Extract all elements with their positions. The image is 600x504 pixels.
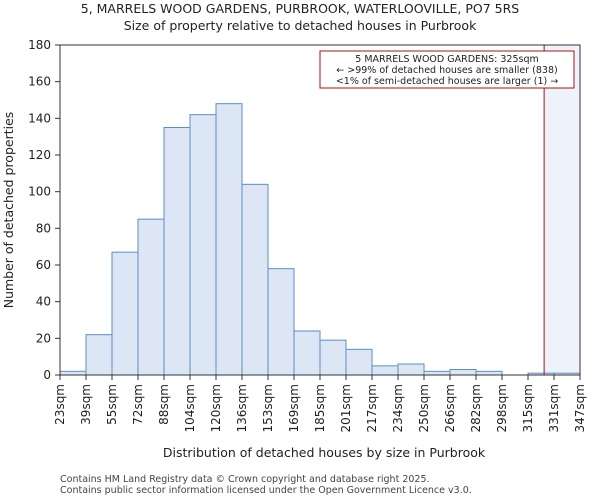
y-axis-title: Number of detached properties: [1, 112, 16, 309]
x-tick-label-153sqm: 153sqm: [261, 384, 275, 432]
bar-23sqm: [59, 370, 87, 376]
bar-88sqm: [163, 127, 191, 376]
y-tick-label-100: 100: [28, 185, 51, 199]
x-tick-label-234sqm: 234sqm: [391, 384, 405, 432]
highlight-region: [544, 45, 580, 375]
bar-153sqm: [267, 268, 295, 376]
property-annotation: 5 MARRELS WOOD GARDENS: 325sqm ← >99% of…: [319, 50, 575, 89]
bar-201sqm: [345, 348, 373, 376]
x-axis-title: Distribution of detached houses by size …: [163, 445, 486, 460]
annotation-line-2: ← >99% of detached houses are smaller (8…: [336, 65, 557, 76]
bar-185sqm: [319, 339, 347, 376]
x-tick-label-347sqm: 347sqm: [573, 384, 587, 432]
x-tick-label-185sqm: 185sqm: [313, 384, 327, 432]
x-tick-label-266sqm: 266sqm: [443, 384, 457, 432]
x-tick-label-282sqm: 282sqm: [469, 384, 483, 432]
x-tick-label-331sqm: 331sqm: [547, 384, 561, 432]
chart-subtitle: Size of property relative to detached ho…: [124, 18, 477, 33]
annotation-line-3: <1% of semi-detached houses are larger (…: [336, 76, 558, 87]
bar-136sqm: [241, 183, 269, 376]
y-tick-label-140: 140: [28, 111, 51, 125]
bar-266sqm: [449, 369, 477, 376]
y-tick-label-20: 20: [36, 331, 51, 345]
x-tick-label-136sqm: 136sqm: [235, 384, 249, 432]
footer-line-2: Contains public sector information licen…: [60, 485, 472, 496]
x-tick-label-217sqm: 217sqm: [365, 384, 379, 432]
y-tick-label-40: 40: [36, 295, 51, 309]
y-tick-label-180: 180: [28, 38, 51, 52]
bar-120sqm: [215, 103, 243, 376]
x-tick-label-315sqm: 315sqm: [521, 384, 535, 432]
annotation-line-1: 5 MARRELS WOOD GARDENS: 325sqm: [355, 54, 539, 65]
bar-234sqm: [397, 363, 425, 376]
x-tick-label-104sqm: 104sqm: [183, 384, 197, 432]
x-tick-label-55sqm: 55sqm: [105, 384, 119, 425]
x-tick-label-72sqm: 72sqm: [131, 384, 145, 425]
chart-title: 5, MARRELS WOOD GARDENS, PURBROOK, WATER…: [81, 1, 520, 16]
bar-217sqm: [371, 365, 399, 376]
y-tick-label-80: 80: [36, 221, 51, 235]
bar-72sqm: [137, 218, 165, 376]
annotation-box: [319, 50, 575, 89]
y-tick-label-120: 120: [28, 148, 51, 162]
y-tick-label-60: 60: [36, 258, 51, 272]
bar-39sqm: [85, 334, 113, 376]
x-tick-label-250sqm: 250sqm: [417, 384, 431, 432]
x-tick-label-201sqm: 201sqm: [339, 384, 353, 432]
footer-line-1: Contains HM Land Registry data © Crown c…: [60, 474, 430, 485]
y-tick-label-160: 160: [28, 75, 51, 89]
x-tick-label-39sqm: 39sqm: [79, 384, 93, 425]
bar-250sqm: [423, 370, 451, 376]
bar-104sqm: [189, 114, 217, 376]
x-tick-label-23sqm: 23sqm: [53, 384, 67, 425]
x-tick-label-169sqm: 169sqm: [287, 384, 301, 432]
bar-55sqm: [111, 251, 139, 376]
x-tick-label-120sqm: 120sqm: [209, 384, 223, 432]
y-tick-label-0: 0: [43, 368, 51, 382]
x-tick-label-298sqm: 298sqm: [495, 384, 509, 432]
bar-169sqm: [293, 330, 321, 376]
x-tick-label-88sqm: 88sqm: [157, 384, 171, 425]
bar-282sqm: [475, 370, 503, 376]
